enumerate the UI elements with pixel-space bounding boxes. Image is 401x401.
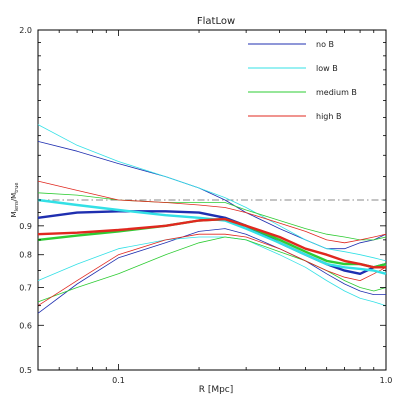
y-axis-label-main: M bbox=[10, 211, 18, 217]
legend-label: medium B bbox=[316, 88, 357, 97]
series-line-medium-b-lower bbox=[37, 236, 387, 303]
plot-area bbox=[37, 29, 387, 371]
series-line-high-b-lower bbox=[37, 233, 387, 307]
series-line-no-b-upper bbox=[37, 141, 387, 250]
series-line-low-b-lower bbox=[37, 236, 387, 307]
y-axis: 0.5 0.6 0.7 0.8 0.9 2.0 bbox=[19, 26, 386, 375]
x-axis-label: R [Mpc] bbox=[199, 385, 234, 395]
series-line-low-b-mean bbox=[37, 198, 387, 275]
y-tick-label: 0.6 bbox=[19, 321, 32, 330]
y-axis-label-mid: /M bbox=[10, 193, 18, 201]
x-tick-label: 0.1 bbox=[112, 376, 125, 385]
y-axis-label-sub2: true bbox=[14, 183, 20, 193]
y-tick-label: 0.7 bbox=[19, 283, 32, 292]
y-tick-label: 0.8 bbox=[19, 251, 32, 260]
legend: no B low B medium B high B bbox=[248, 40, 357, 121]
legend-label: high B bbox=[316, 112, 341, 121]
series-line-low-b-upper bbox=[37, 124, 387, 262]
y-tick-label: 2.0 bbox=[19, 26, 32, 35]
series-layer bbox=[37, 124, 387, 314]
series-line-high-b-upper bbox=[37, 180, 387, 244]
series-line-medium-b-mean bbox=[37, 217, 387, 269]
x-tick-label: 1.0 bbox=[380, 376, 393, 385]
svg-text:Mlens/Mtrue: Mlens/Mtrue bbox=[10, 183, 20, 218]
legend-label: low B bbox=[316, 64, 338, 73]
series-line-no-b-lower bbox=[37, 228, 386, 314]
y-axis-label: Mlens/Mtrue bbox=[10, 183, 20, 218]
legend-label: no B bbox=[316, 40, 334, 49]
x-axis: 0.1 1.0 bbox=[37, 30, 393, 385]
chart-title: FlatLow bbox=[197, 16, 235, 27]
y-tick-label: 0.5 bbox=[19, 366, 32, 375]
y-axis-label-sub1: lens bbox=[14, 201, 20, 212]
y-tick-label: 0.9 bbox=[19, 222, 32, 231]
series-line-high-b-mean bbox=[37, 217, 386, 269]
